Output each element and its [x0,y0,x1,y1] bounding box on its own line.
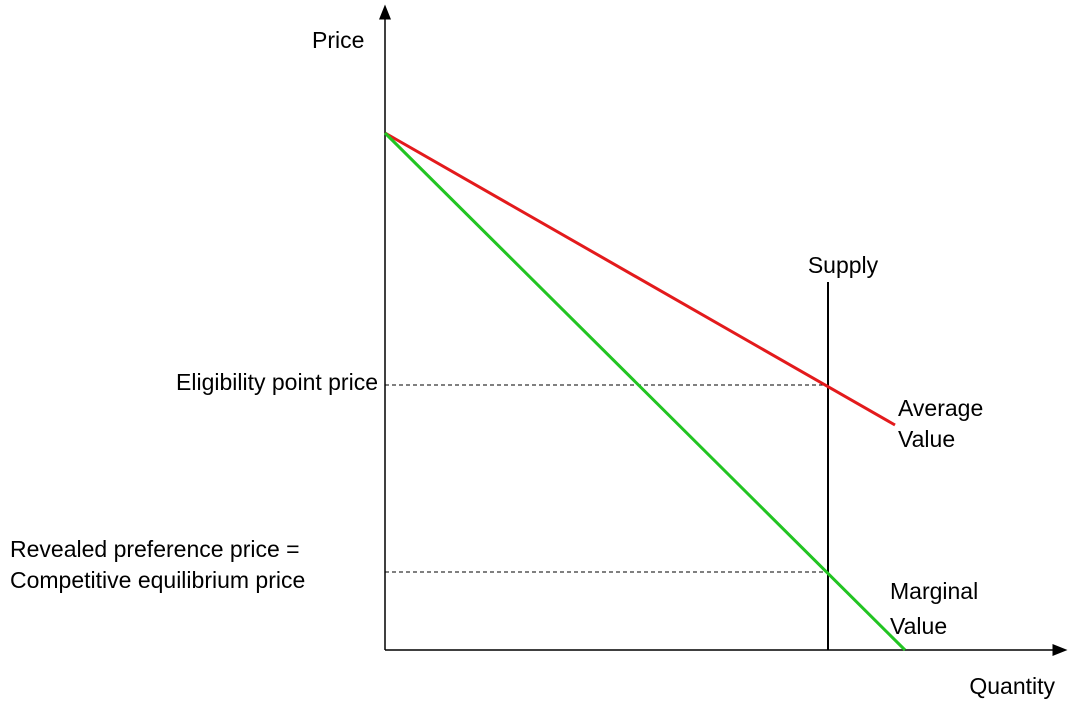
marginal-value-line [383,131,907,652]
marginal-label: Marginal [890,578,978,604]
revealed-label: Competitive equilibrium price [10,567,305,593]
revealed-label: Revealed preference price = [10,536,300,562]
x-axis-label: Quantity [969,673,1055,699]
average-label: Value [898,426,955,452]
marginal-label: Value [890,613,947,639]
average-value-line [384,131,896,427]
eligibility-label: Eligibility point price [176,369,378,395]
supply-label: Supply [808,252,879,278]
y-axis-label: Price [312,27,364,53]
average-label: Average [898,395,983,421]
